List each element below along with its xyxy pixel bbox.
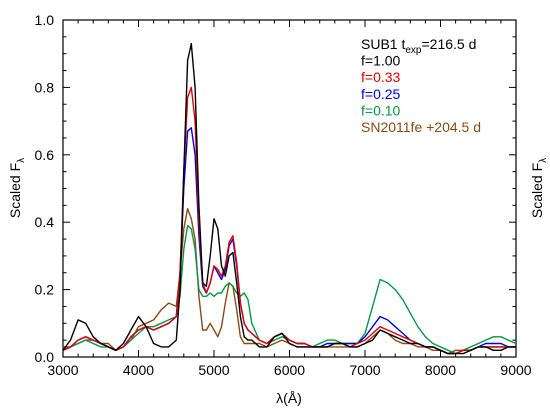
x-tick-label: 9000 (500, 362, 531, 378)
legend-entry: f=0.33 (361, 69, 401, 85)
x-tick-label: 8000 (425, 362, 456, 378)
series-line (63, 208, 516, 355)
legend-header-sub: exp (405, 45, 422, 56)
legend: SUB1 texp=216.5 df=1.00f=0.33f=0.25f=0.1… (361, 36, 481, 135)
series-line (63, 224, 516, 355)
y-tick-label: 0.0 (35, 349, 55, 365)
axis-ticks: 3000 4000 5000 6000 7000 8000 9000 0.0 0.2 0.4 0.6… (35, 12, 532, 378)
x-tick-label: 3000 (47, 362, 78, 378)
y-axis-label-right-main: Scaled F (529, 163, 545, 218)
y-tick-label: 0.8 (35, 79, 55, 95)
legend-entry: SN2011fe +204.5 d (361, 119, 481, 135)
x-tick-label: 5000 (198, 362, 229, 378)
y-axis-label-right: Scaled Fλ (529, 158, 549, 218)
x-axis-label: λ(Å) (276, 390, 302, 406)
y-axis-label-main: Scaled F (7, 163, 23, 218)
y-axis-label-right-sub: λ (538, 158, 549, 163)
legend-header-rest: =216.5 d (421, 36, 476, 52)
plot-frame (62, 19, 517, 358)
x-tick-label: 6000 (274, 362, 305, 378)
y-tick-label: 0.2 (35, 282, 55, 298)
legend-entry: f=0.10 (361, 102, 401, 118)
series-line (63, 127, 516, 355)
legend-entry: f=0.25 (361, 86, 401, 102)
series-line (63, 42, 516, 355)
legend-header-main: SUB1 t (361, 36, 405, 52)
y-axis-label: Scaled Fλ (7, 158, 27, 218)
x-tick-label: 4000 (123, 362, 154, 378)
legend-entry: f=1.00 (361, 53, 401, 69)
y-tick-label: 0.4 (35, 214, 55, 230)
y-axis-label-sub: λ (16, 158, 27, 163)
series-group (63, 42, 516, 355)
y-tick-label: 0.6 (35, 147, 55, 163)
y-tick-label: 1.0 (35, 12, 55, 28)
x-tick-label: 7000 (349, 362, 380, 378)
legend-header: SUB1 texp=216.5 d (361, 36, 476, 56)
